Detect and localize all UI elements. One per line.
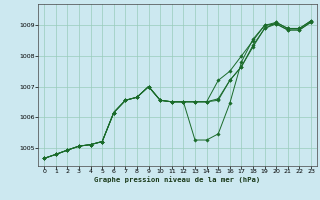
X-axis label: Graphe pression niveau de la mer (hPa): Graphe pression niveau de la mer (hPa)	[94, 176, 261, 183]
